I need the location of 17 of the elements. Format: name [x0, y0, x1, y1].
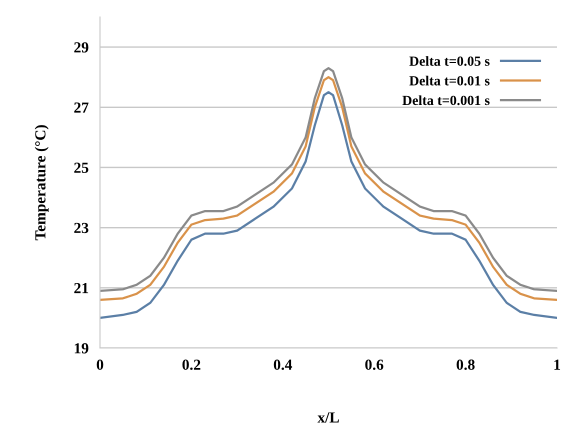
y-tick-label: 19 [74, 343, 88, 354]
x-tick-label: 0.4 [274, 360, 292, 370]
y-tick-label: 29 [74, 42, 88, 53]
x-tick-label: 1 [554, 360, 560, 370]
y-tick-label: 25 [74, 162, 88, 173]
legend-label: Delta t=0.001 s [402, 95, 490, 106]
y-tick-label: 21 [74, 283, 88, 294]
x-tick-label: 0.8 [456, 360, 475, 370]
x-tick-label: 0.2 [182, 360, 200, 370]
y-tick-label: 23 [74, 222, 88, 234]
legend-label: Delta t=0.05 s [409, 56, 490, 66]
legend-label: Delta t=0.01 s [409, 76, 490, 86]
y-axis-title: Temperature (°C) [34, 125, 49, 240]
y-tick-label: 27 [74, 102, 89, 113]
x-axis-title: x/L [318, 412, 339, 423]
x-tick-label: 0 [96, 360, 104, 370]
x-tick-label: 0.6 [365, 360, 384, 370]
